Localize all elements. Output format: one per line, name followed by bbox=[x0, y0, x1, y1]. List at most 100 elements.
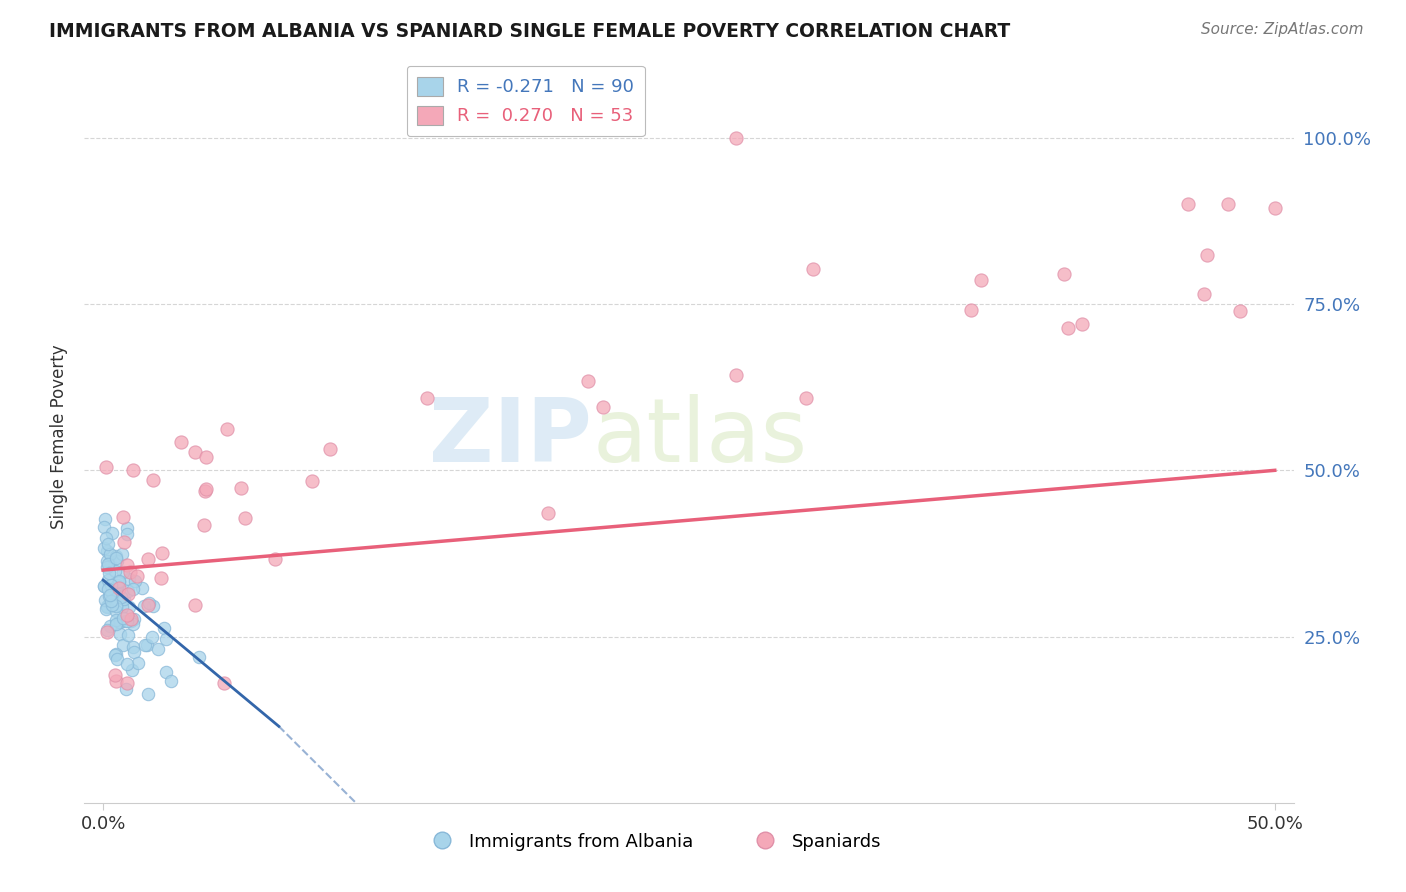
Legend: Immigrants from Albania, Spaniards: Immigrants from Albania, Spaniards bbox=[415, 823, 891, 860]
Point bbox=[100, 593, 122, 607]
Point bbox=[108, 574, 131, 588]
Point bbox=[134, 638, 156, 652]
Point bbox=[150, 571, 173, 585]
Point bbox=[576, 374, 599, 388]
Point bbox=[122, 640, 145, 655]
Point bbox=[136, 638, 159, 652]
Point bbox=[104, 648, 127, 662]
Point bbox=[117, 587, 139, 601]
Point bbox=[193, 518, 215, 533]
Point bbox=[138, 596, 160, 610]
Point bbox=[215, 422, 238, 436]
Point bbox=[98, 558, 121, 573]
Point bbox=[107, 581, 129, 595]
Point bbox=[183, 445, 205, 459]
Point bbox=[160, 673, 183, 688]
Point bbox=[112, 565, 135, 579]
Point bbox=[122, 645, 145, 659]
Point bbox=[115, 558, 138, 572]
Point bbox=[96, 554, 118, 568]
Point bbox=[103, 582, 125, 597]
Point bbox=[724, 131, 747, 145]
Point bbox=[93, 541, 115, 555]
Point bbox=[153, 621, 176, 635]
Point bbox=[970, 273, 993, 287]
Point bbox=[94, 593, 117, 607]
Point bbox=[121, 463, 143, 477]
Point bbox=[128, 657, 150, 671]
Point bbox=[134, 599, 156, 613]
Point bbox=[111, 588, 134, 602]
Y-axis label: Single Female Poverty: Single Female Poverty bbox=[49, 345, 67, 529]
Point bbox=[142, 599, 165, 614]
Point bbox=[169, 434, 191, 449]
Point bbox=[152, 546, 174, 560]
Point bbox=[117, 583, 139, 598]
Point bbox=[111, 599, 134, 614]
Point bbox=[231, 481, 253, 495]
Point bbox=[97, 582, 120, 596]
Point bbox=[155, 632, 177, 646]
Text: IMMIGRANTS FROM ALBANIA VS SPANIARD SINGLE FEMALE POVERTY CORRELATION CHART: IMMIGRANTS FROM ALBANIA VS SPANIARD SING… bbox=[49, 22, 1011, 41]
Point bbox=[97, 589, 120, 603]
Point bbox=[104, 616, 127, 631]
Point bbox=[104, 604, 127, 618]
Point bbox=[100, 599, 122, 613]
Point bbox=[801, 261, 824, 276]
Point bbox=[105, 599, 128, 614]
Point bbox=[105, 577, 128, 591]
Point bbox=[98, 619, 121, 633]
Point bbox=[120, 614, 142, 628]
Point bbox=[94, 512, 117, 526]
Point bbox=[115, 521, 138, 535]
Point bbox=[960, 302, 983, 317]
Point bbox=[188, 650, 211, 665]
Point bbox=[96, 560, 118, 574]
Point bbox=[108, 615, 131, 629]
Point bbox=[1264, 201, 1286, 215]
Point bbox=[97, 557, 120, 571]
Point bbox=[100, 555, 122, 569]
Point bbox=[117, 628, 139, 642]
Point bbox=[138, 687, 160, 701]
Point bbox=[96, 625, 118, 640]
Point bbox=[794, 391, 817, 405]
Point bbox=[122, 612, 145, 626]
Point bbox=[104, 587, 127, 601]
Point bbox=[121, 582, 143, 597]
Point bbox=[124, 574, 146, 588]
Point bbox=[1052, 267, 1074, 281]
Point bbox=[94, 531, 117, 545]
Point bbox=[100, 577, 122, 591]
Point bbox=[96, 543, 118, 558]
Point bbox=[264, 551, 287, 566]
Point bbox=[212, 676, 235, 690]
Point bbox=[96, 623, 118, 637]
Point bbox=[536, 506, 558, 520]
Point bbox=[105, 554, 128, 568]
Point bbox=[1229, 303, 1251, 318]
Point bbox=[184, 598, 207, 612]
Point bbox=[104, 613, 127, 627]
Point bbox=[233, 511, 256, 525]
Text: Source: ZipAtlas.com: Source: ZipAtlas.com bbox=[1201, 22, 1364, 37]
Point bbox=[122, 617, 145, 632]
Point bbox=[142, 473, 165, 487]
Point bbox=[195, 450, 218, 464]
Point bbox=[96, 459, 118, 474]
Point bbox=[115, 526, 138, 541]
Point bbox=[117, 676, 139, 690]
Point bbox=[121, 663, 143, 677]
Point bbox=[110, 590, 132, 604]
Point bbox=[111, 611, 134, 625]
Point bbox=[96, 599, 118, 613]
Point bbox=[416, 391, 439, 405]
Point bbox=[1194, 287, 1216, 301]
Point bbox=[111, 547, 134, 561]
Point bbox=[111, 639, 134, 653]
Point bbox=[97, 573, 120, 587]
Point bbox=[1216, 197, 1239, 211]
Point bbox=[1056, 321, 1078, 335]
Point bbox=[93, 519, 115, 533]
Point bbox=[120, 611, 142, 625]
